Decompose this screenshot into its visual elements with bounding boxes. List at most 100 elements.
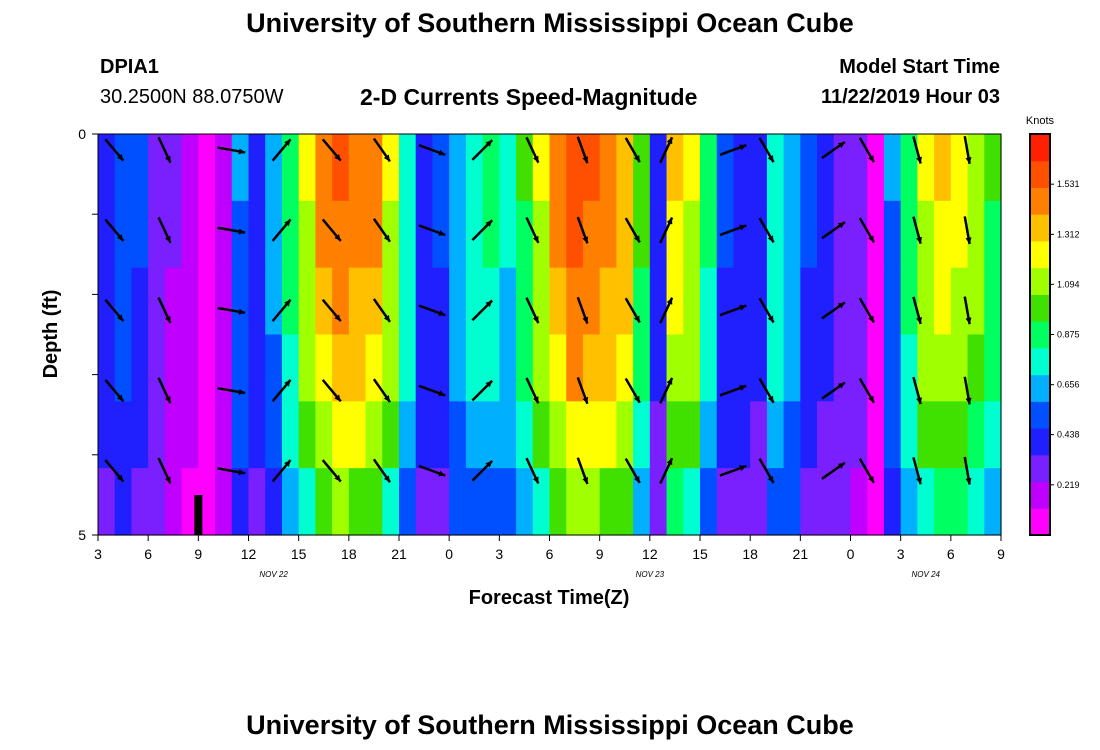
colorbar-swatch [1030,214,1050,242]
heatmap-cell [198,334,216,402]
heatmap-cell [582,468,601,536]
heatmap-cell [800,401,818,469]
heatmap-cell [566,334,584,402]
heatmap-cell [867,401,885,469]
heatmap-cell [465,468,484,536]
heatmap-cell [733,200,751,269]
heatmap-cell [549,468,567,536]
heatmap-cell [917,334,935,402]
heatmap-cell [365,401,383,469]
date-label: NOV 22 [259,570,288,579]
heatmap-cell [532,468,551,536]
heatmap-cell [382,468,400,536]
heatmap-cell [766,134,785,202]
heatmap-cell [114,134,133,202]
heatmap-cell [181,267,199,336]
current-arrow [321,379,342,403]
heatmap-cell [783,401,801,469]
colorbar-tick-label: 0.219 [1057,480,1080,490]
heatmap-cell [315,401,333,469]
current-arrow [963,376,972,405]
colorbar: Knots 1.531 1.312 1.094 0.875 0.656 0.438 0.219 [1026,115,1080,536]
heatmap-cell [465,401,484,469]
heatmap-cell [449,401,467,469]
colorbar-tick-label: 0.875 [1057,330,1080,340]
heatmap-cell [900,401,918,469]
colorbar-tick-label: 0.656 [1057,380,1080,390]
heatmap-cell [766,334,785,402]
heatmap-cell [465,334,484,402]
heatmap-cell [415,468,434,536]
current-arrow [271,379,292,403]
heatmap-cell [616,200,634,269]
heatmap-cell [549,401,567,469]
heatmap-cell [566,468,584,536]
heatmap-cell [950,401,969,469]
current-arrow [271,218,292,242]
current-arrow [758,458,775,484]
heatmap-cell [649,468,668,536]
heatmap-cell [800,200,818,269]
current-arrow [858,377,875,404]
current-arrow [418,144,446,156]
heatmap-cell [248,401,266,469]
x-tick-label: 18 [341,546,357,562]
heatmap-cell [666,334,684,402]
current-arrow [858,458,875,484]
heatmap-cell [867,267,885,336]
heatmap-cell [181,200,199,269]
y-tick-label: 5 [78,527,86,543]
current-arrow [624,137,641,163]
heatmap-cell [348,267,367,336]
heatmap-cell [365,134,383,202]
current-arrow [624,297,641,324]
heatmap-cell [215,468,233,536]
heatmap-cell [131,468,149,536]
heatmap-cell [900,468,918,536]
heatmap-cell [716,334,735,402]
heatmap-cell [666,134,684,202]
heatmap-cell [850,267,868,336]
heatmap-cell [800,134,818,202]
x-tick-label: 3 [897,546,905,562]
heatmap-cell [817,334,835,402]
colorbar-swatch [1030,454,1050,483]
model-start-label: Model Start Time [839,56,1000,78]
current-arrow [418,224,446,237]
heatmap-cell [131,334,149,402]
current-arrow [624,458,641,484]
heatmap-cell [449,267,467,336]
heatmap-cell [248,468,266,536]
current-arrow [321,459,342,483]
heatmap-cell [850,200,868,269]
heatmap-cell [482,468,500,536]
heatmap-cell [766,468,785,536]
heatmap-cell [783,334,801,402]
heatmap-cell [332,134,350,202]
heatmap-cell [482,134,500,202]
heatmap-cell [700,401,718,469]
heatmap-cell [281,200,300,269]
x-tick-label: 6 [546,546,554,562]
heatmap-cell [215,267,233,336]
heatmap-cell [131,200,149,269]
heatmap-cell [516,334,534,402]
heatmap-cell [649,200,668,269]
heatmap-cell [516,134,534,202]
heatmap-cell [917,468,935,536]
heatmap-cell [432,468,450,536]
heatmap-cell [298,468,316,536]
heatmap-cell [967,401,985,469]
current-arrow [758,377,775,404]
heatmap-cell [700,334,718,402]
heatmap-cell [700,134,718,202]
heatmap-cell [950,468,969,536]
heatmap-cell [984,200,1002,269]
heatmap-cell [883,200,902,269]
heatmap-cell [348,401,367,469]
heatmap-cell [399,200,417,269]
heatmap-cell [582,200,601,269]
heatmap-cell [215,200,233,269]
heatmap-cell [415,401,434,469]
heatmap-cell [482,401,500,469]
